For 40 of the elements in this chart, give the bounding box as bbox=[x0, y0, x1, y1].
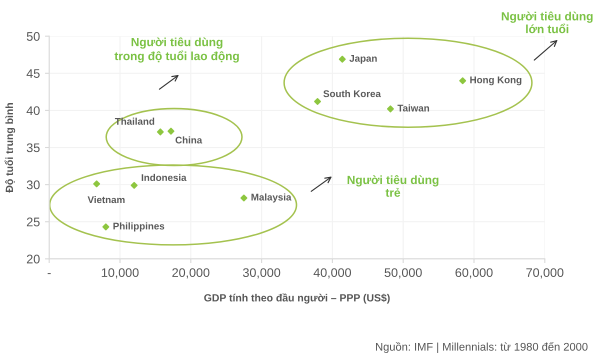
series-label: South Korea bbox=[323, 90, 381, 98]
y-tick-label: 30 bbox=[26, 180, 40, 190]
y-tick-label: 20 bbox=[26, 254, 40, 264]
point bbox=[168, 128, 174, 135]
x-tick-label: 10,000 bbox=[102, 268, 139, 279]
series-label: Japan bbox=[349, 55, 377, 64]
x-tick-label: 40,000 bbox=[314, 268, 352, 279]
point bbox=[338, 56, 346, 63]
point bbox=[240, 194, 248, 202]
x-tick-label: - bbox=[48, 273, 51, 274]
y-tick-label: 25 bbox=[26, 218, 40, 226]
x-tick-label: 60,000 bbox=[456, 268, 493, 279]
y-tick-label: 40 bbox=[26, 106, 40, 116]
series-label: Taiwan bbox=[398, 104, 430, 112]
point bbox=[156, 128, 164, 136]
x-axis-title: GDP tính theo đầu người – PPP (US$) bbox=[204, 293, 390, 304]
y-tick-label: 50 bbox=[26, 32, 40, 41]
point bbox=[314, 98, 322, 105]
x-tick-label: 70,000 bbox=[526, 268, 564, 279]
y-tick-label: 35 bbox=[26, 143, 40, 152]
point bbox=[102, 223, 110, 230]
point bbox=[130, 182, 138, 189]
text: Người tiêu dùng lớn tuổi bbox=[502, 12, 593, 34]
series-label: Vietnam bbox=[88, 196, 125, 204]
point bbox=[459, 77, 466, 84]
annotation: Người tiêu dùng trong độ tuổi lao động bbox=[114, 37, 239, 63]
point bbox=[93, 180, 100, 188]
text: Nguồn: IMF | Millennials: từ 1980 đến 2000 bbox=[376, 342, 588, 353]
x-tick-label: 20,000 bbox=[172, 268, 210, 279]
point bbox=[386, 105, 394, 112]
series-label: Hong Kong bbox=[470, 76, 522, 86]
series-label: China bbox=[176, 136, 202, 144]
series-label: Indonesia bbox=[142, 174, 187, 182]
y-tick-label: 45 bbox=[26, 69, 40, 78]
series-label: Malaysia bbox=[251, 193, 292, 203]
series-label: Philippines bbox=[113, 222, 164, 232]
x-tick-label: 30,000 bbox=[242, 268, 280, 279]
x-tick-label: 50,000 bbox=[384, 268, 422, 279]
y-axis-title: Độ tuổi trung bình bbox=[4, 103, 16, 193]
annotation: Người tiêu dùng trẻ bbox=[348, 175, 438, 197]
